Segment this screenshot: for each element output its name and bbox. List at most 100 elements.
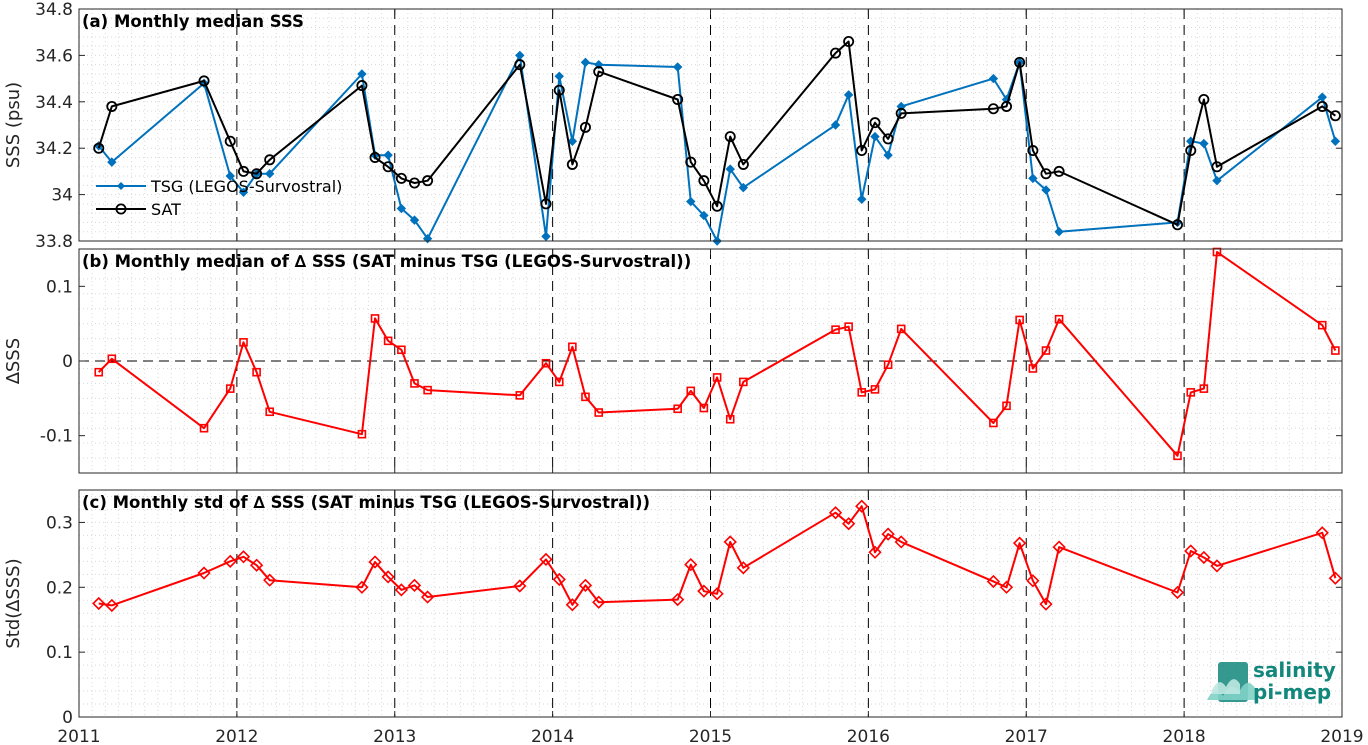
x-tick-label: 2015 xyxy=(689,727,732,745)
data-point xyxy=(397,345,406,355)
data-point xyxy=(686,196,696,207)
legend-label: TSG (LEGOS-Survostral) xyxy=(150,177,342,196)
data-point xyxy=(1052,540,1066,554)
data-point xyxy=(882,133,894,145)
data-point xyxy=(672,93,684,105)
data-point xyxy=(1184,544,1198,558)
data-point xyxy=(236,550,251,564)
data-point xyxy=(698,175,710,187)
series-0 xyxy=(92,499,1343,613)
data-point xyxy=(1197,550,1211,565)
x-tick-label: 2012 xyxy=(215,727,258,745)
data-point xyxy=(697,584,711,598)
data-point xyxy=(870,385,880,394)
data-point xyxy=(685,156,697,168)
data-point xyxy=(223,554,237,568)
legend-marker xyxy=(115,203,127,215)
data-point xyxy=(1199,384,1209,393)
data-point xyxy=(844,322,853,331)
data-point xyxy=(541,358,551,368)
series-0 xyxy=(94,247,1340,461)
data-point xyxy=(986,574,1001,589)
data-point xyxy=(1014,56,1026,68)
data-point xyxy=(553,84,565,96)
data-point xyxy=(238,187,249,197)
data-point xyxy=(394,583,409,597)
data-point xyxy=(369,151,381,163)
data-point xyxy=(357,429,367,439)
legend: TSG (LEGOS-Survostral) SAT xyxy=(96,177,342,219)
series-line xyxy=(97,40,1336,226)
y-tick-label: 0.3 xyxy=(46,513,73,533)
data-point xyxy=(699,403,709,413)
data-point xyxy=(1328,571,1343,585)
data-point xyxy=(725,164,735,174)
data-point xyxy=(1186,388,1196,397)
data-point xyxy=(987,103,999,115)
data-point xyxy=(999,580,1014,594)
data-point xyxy=(1039,597,1053,611)
data-point xyxy=(1015,315,1024,325)
data-point xyxy=(1170,585,1185,600)
data-point xyxy=(1028,364,1038,373)
data-point xyxy=(93,142,105,154)
y-tick-label: 33.8 xyxy=(35,232,73,252)
data-point xyxy=(843,90,854,100)
data-point xyxy=(566,158,578,170)
data-point xyxy=(1316,100,1328,112)
y-tick-label: 0.2 xyxy=(46,578,73,598)
data-point xyxy=(225,171,235,181)
data-point xyxy=(1041,346,1051,355)
data-point xyxy=(737,158,749,170)
panel-c: 0 0.1 0.2 0.3 Std(∆SSS) (c) Monthly std of ∆ … xyxy=(3,489,1343,728)
data-point xyxy=(1329,110,1341,122)
panel-title: (c) Monthly std of ∆ SSS (SAT minus TSG … xyxy=(82,493,650,512)
data-point xyxy=(355,580,369,594)
data-point xyxy=(842,517,856,531)
data-point xyxy=(198,75,210,87)
data-point xyxy=(883,150,893,160)
data-point xyxy=(684,557,698,572)
series-1 xyxy=(93,35,1341,231)
data-point xyxy=(869,117,881,129)
data-point xyxy=(699,210,709,221)
data-point xyxy=(422,175,434,187)
data-point xyxy=(1173,451,1182,461)
data-point xyxy=(1053,165,1065,177)
panel-title: (a) Monthly median SSS xyxy=(82,12,304,31)
y-tick-label: 34.6 xyxy=(35,46,73,66)
data-point xyxy=(883,360,893,370)
data-point xyxy=(1199,138,1209,149)
data-point xyxy=(725,414,735,424)
data-point xyxy=(249,558,264,572)
data-point xyxy=(199,423,209,433)
data-point xyxy=(1331,346,1340,355)
data-point xyxy=(568,342,577,352)
data-point xyxy=(265,169,275,179)
data-point xyxy=(1002,401,1011,411)
data-point xyxy=(593,66,605,78)
data-point xyxy=(868,545,882,559)
data-point xyxy=(368,555,382,569)
data-point xyxy=(671,592,685,607)
logo-waves xyxy=(1212,679,1240,694)
y-tick-label: 0.1 xyxy=(46,643,73,663)
data-point xyxy=(408,177,420,189)
data-point xyxy=(265,407,275,417)
legend-item: SAT xyxy=(96,200,181,219)
data-point xyxy=(857,388,867,397)
x-tick-label: 2019 xyxy=(1320,727,1363,745)
y-tick-label: 34.2 xyxy=(35,139,73,159)
data-point xyxy=(554,71,564,81)
data-point xyxy=(383,150,393,160)
data-point xyxy=(423,385,432,395)
y-tick-label: 34 xyxy=(51,186,73,206)
data-point xyxy=(1041,185,1051,195)
data-point xyxy=(252,367,261,377)
data-point xyxy=(567,136,578,146)
y-tick-label: -0.1 xyxy=(40,427,73,447)
x-tick-label: 2014 xyxy=(531,727,574,745)
data-point xyxy=(1211,161,1223,173)
data-point xyxy=(870,131,880,142)
